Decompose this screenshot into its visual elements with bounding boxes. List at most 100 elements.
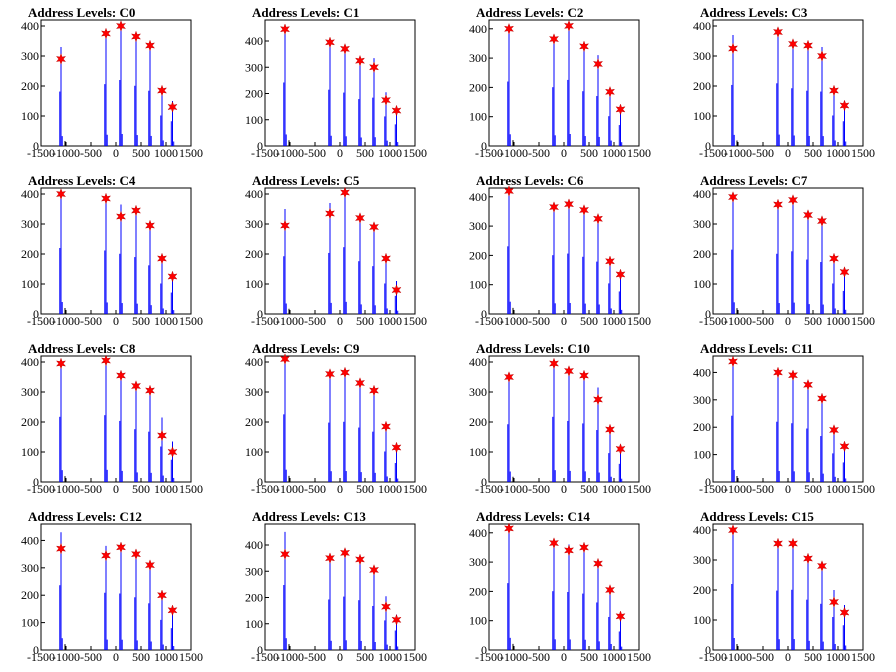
y-tick-label: 400 bbox=[245, 34, 263, 48]
chart-title: Address Levels: C6 bbox=[476, 173, 584, 188]
x-tick-label: -1000 bbox=[52, 482, 80, 496]
red-star-icon bbox=[130, 380, 142, 392]
red-star-icon bbox=[727, 191, 739, 203]
red-star-icon bbox=[339, 186, 351, 199]
y-tick-label: 0 bbox=[705, 307, 711, 321]
x-tick-label: 0 bbox=[785, 650, 791, 664]
x-tick-label: 500 bbox=[132, 650, 150, 664]
x-tick-label: 1500 bbox=[851, 482, 875, 496]
red-star-icon bbox=[354, 553, 366, 566]
red-star-icon bbox=[324, 368, 336, 380]
x-tick-label: -1000 bbox=[500, 650, 528, 664]
x-tick-label: 1000 bbox=[378, 314, 402, 328]
y-tick-label: 100 bbox=[21, 616, 39, 630]
x-tick-label: 1500 bbox=[179, 146, 203, 160]
x-tick-label: 1500 bbox=[403, 482, 427, 496]
red-star-icon bbox=[144, 39, 156, 52]
y-tick-label: 400 bbox=[693, 523, 711, 537]
red-star-icon bbox=[548, 357, 560, 370]
y-tick-label: 200 bbox=[21, 415, 39, 429]
red-star-icon bbox=[391, 284, 402, 296]
x-tick-label: 1000 bbox=[378, 146, 402, 160]
x-tick-label: -500 bbox=[752, 146, 774, 160]
red-star-icon bbox=[156, 429, 168, 442]
y-tick-label: 100 bbox=[21, 109, 39, 123]
x-tick-label: 1000 bbox=[602, 314, 626, 328]
red-star-icon bbox=[772, 26, 784, 38]
red-star-icon bbox=[130, 204, 142, 217]
x-tick-label: 1000 bbox=[826, 482, 850, 496]
red-star-icon bbox=[391, 104, 402, 117]
red-star-icon bbox=[772, 537, 784, 550]
y-tick-label: 400 bbox=[469, 190, 487, 204]
red-star-icon bbox=[592, 58, 604, 70]
x-tick-label: -500 bbox=[304, 314, 326, 328]
chart-title: Address Levels: C9 bbox=[252, 341, 360, 356]
red-star-icon bbox=[592, 212, 604, 225]
x-tick-label: 1000 bbox=[378, 650, 402, 664]
y-tick-label: 300 bbox=[21, 49, 39, 63]
red-star-icon bbox=[115, 369, 127, 382]
plot-frame bbox=[712, 355, 864, 483]
chart-panel-c5: Address Levels: C5 0 100 200 300 400 -1500-100… bbox=[245, 173, 427, 328]
chart-panel-c8: Address Levels: C8 0 100 200 300 400 -1500-100… bbox=[21, 341, 203, 496]
y-tick-label: 300 bbox=[469, 51, 487, 65]
red-star-icon bbox=[130, 30, 142, 43]
y-tick-label: 300 bbox=[245, 564, 263, 578]
red-star-icon bbox=[828, 596, 840, 608]
y-tick-label: 400 bbox=[21, 533, 39, 547]
y-tick-label: 200 bbox=[21, 588, 39, 602]
red-star-icon bbox=[548, 537, 560, 549]
red-star-icon bbox=[354, 212, 366, 224]
red-star-icon bbox=[144, 384, 156, 397]
y-tick-label: 300 bbox=[469, 555, 487, 569]
x-tick-label: 0 bbox=[785, 482, 791, 496]
y-tick-label: 400 bbox=[693, 187, 711, 201]
chart-title: Address Levels: C14 bbox=[476, 509, 590, 524]
plot-frame bbox=[488, 187, 640, 315]
x-tick-label: -1500 bbox=[251, 146, 279, 160]
x-tick-label: 1500 bbox=[179, 650, 203, 664]
red-star-icon bbox=[563, 198, 575, 210]
y-tick-label: 300 bbox=[469, 385, 487, 399]
red-star-icon bbox=[828, 424, 840, 436]
x-tick-label: 500 bbox=[132, 146, 150, 160]
red-star-icon bbox=[592, 393, 604, 406]
x-tick-label: 1500 bbox=[179, 314, 203, 328]
y-tick-label: 100 bbox=[21, 445, 39, 459]
red-star-icon bbox=[563, 20, 575, 32]
red-star-icon bbox=[354, 54, 366, 67]
red-star-icon bbox=[578, 40, 590, 53]
red-star-icon bbox=[167, 446, 178, 458]
red-star-icon bbox=[802, 552, 814, 565]
chart-panel-c11: Address Levels: C11 0 100 200 300 400 -1500-10… bbox=[693, 341, 875, 496]
x-tick-label: -500 bbox=[528, 314, 550, 328]
chart-panel-c4: Address Levels: C4 0 100 200 300 400 -1500-100… bbox=[21, 173, 203, 328]
red-star-icon bbox=[100, 549, 112, 562]
plot-frame bbox=[40, 19, 192, 147]
red-star-icon bbox=[839, 266, 850, 278]
y-tick-label: 300 bbox=[21, 217, 39, 231]
y-tick-label: 100 bbox=[245, 113, 263, 127]
chart-title: Address Levels: C13 bbox=[252, 509, 366, 524]
chart-panel-c10: Address Levels: C10 0 100 200 300 400 -1500-10… bbox=[469, 341, 651, 496]
red-star-icon bbox=[604, 584, 616, 596]
chart-panel-c13: Address Levels: C13 0 100 200 300 400 -1500-10… bbox=[245, 509, 427, 664]
red-star-icon bbox=[604, 423, 616, 436]
chart-panel-c3: Address Levels: C3 0 100 200 300 400 -1500-100… bbox=[693, 5, 875, 160]
red-star-icon bbox=[839, 440, 850, 453]
y-tick-label: 200 bbox=[245, 87, 263, 101]
red-star-icon bbox=[787, 194, 799, 206]
red-star-icon bbox=[368, 61, 380, 74]
red-star-icon bbox=[787, 537, 799, 550]
y-tick-label: 0 bbox=[481, 307, 487, 321]
x-tick-label: 500 bbox=[356, 650, 374, 664]
red-star-icon bbox=[368, 384, 380, 397]
y-tick-label: 0 bbox=[257, 643, 263, 657]
red-star-icon bbox=[563, 365, 575, 377]
red-star-icon bbox=[828, 252, 840, 265]
red-star-icon bbox=[787, 369, 799, 381]
x-tick-label: 0 bbox=[561, 146, 567, 160]
x-tick-label: 1000 bbox=[602, 482, 626, 496]
chart-panel-c14: Address Levels: C14 0 100 200 300 400 -1500-10… bbox=[469, 509, 651, 664]
